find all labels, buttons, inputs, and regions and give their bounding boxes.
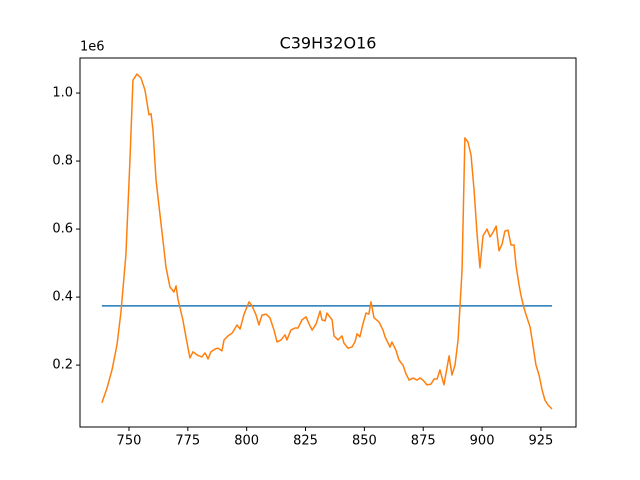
- y-tick-label: 0.2: [52, 358, 73, 373]
- x-tick-label: 900: [470, 434, 495, 449]
- x-tick-label: 875: [411, 434, 436, 449]
- x-tick-label: 850: [352, 434, 377, 449]
- x-tick-label: 825: [293, 434, 318, 449]
- x-tick-label: 800: [234, 434, 259, 449]
- x-tick-label: 925: [529, 434, 554, 449]
- x-tick-label: 750: [117, 434, 142, 449]
- plot-frame: [79, 57, 577, 428]
- y-tick-label: 0.6: [52, 222, 73, 237]
- y-tick-label: 1.0: [52, 86, 73, 101]
- y-tick-label: 0.8: [52, 154, 73, 169]
- y-offset-label: 1e6: [80, 40, 105, 55]
- x-tick-label: 775: [175, 434, 200, 449]
- chart-title: C39H32O16: [280, 34, 377, 53]
- line-series: [101, 73, 553, 410]
- y-tick-label: 0.4: [52, 290, 73, 305]
